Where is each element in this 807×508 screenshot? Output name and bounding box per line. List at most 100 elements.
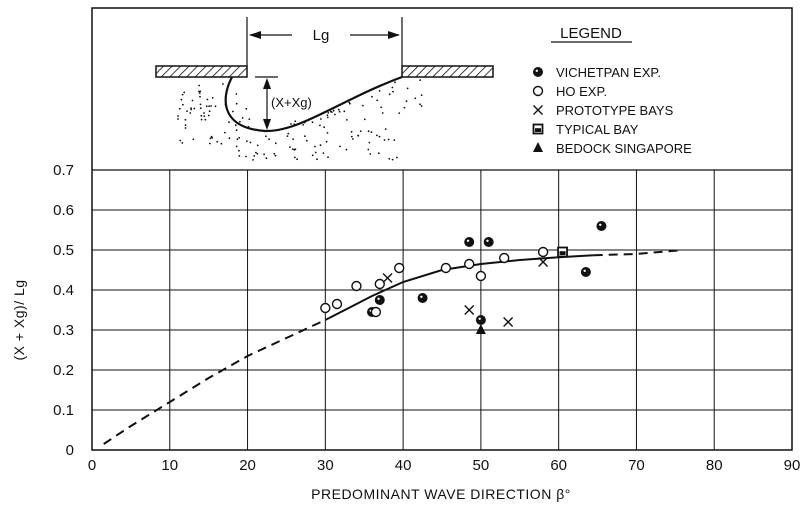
data-point-open-circle <box>374 278 385 290</box>
sand-dot <box>323 126 325 129</box>
x-tick-label: 30 <box>317 457 334 474</box>
data-point-open-circle <box>464 258 475 270</box>
sand-dot <box>177 118 179 120</box>
sand-dot <box>293 123 296 126</box>
data-point-square-fill <box>559 251 566 255</box>
sand-dot <box>203 112 205 114</box>
legend-entry-label: TYPICAL BAY <box>556 122 639 137</box>
data-point-cross <box>503 317 514 327</box>
sand-dot <box>388 157 391 160</box>
data-point-filled-circle <box>475 315 486 325</box>
sand-dot <box>273 152 276 155</box>
sand-dot <box>180 98 183 101</box>
data-point-open-circle <box>370 306 382 318</box>
data-point-open-circle <box>331 298 343 310</box>
data-point-filled-circle-highlight <box>466 239 470 242</box>
sand-dot <box>294 148 297 151</box>
lg-arrowhead-right <box>388 31 400 39</box>
sand-dot <box>304 135 306 138</box>
sand-dot <box>265 135 267 138</box>
sand-dot <box>232 110 234 113</box>
sand-dot <box>343 110 346 113</box>
data-points <box>320 221 607 334</box>
sand-dot <box>294 156 296 159</box>
sand-dot <box>245 155 247 158</box>
grid <box>92 169 792 450</box>
sand-dot <box>367 130 370 133</box>
y-tick-label: 0.6 <box>53 202 74 219</box>
sand-dot <box>367 148 370 151</box>
sand-dot <box>182 103 184 106</box>
sand-dot <box>345 148 348 151</box>
y-tick-label: 0.2 <box>53 362 74 379</box>
legend-marker-cross <box>533 105 543 115</box>
legend-entry-label: VICHETPAN EXP. <box>556 65 661 80</box>
data-point-open-circle <box>475 270 487 282</box>
sand-dot <box>376 99 379 102</box>
sand-dot <box>383 139 386 141</box>
data-point-filled-circle-highlight <box>583 269 586 272</box>
sand-dot <box>294 120 297 123</box>
sand-dot <box>256 144 259 147</box>
sand-dot <box>339 145 341 148</box>
sand-dot <box>398 112 401 114</box>
sand-dot <box>209 137 212 140</box>
sand-dot <box>345 119 348 121</box>
sand-dot <box>198 84 201 87</box>
plot-frame <box>91 7 793 451</box>
y-tick-label: 0.3 <box>53 322 74 339</box>
sand-dot <box>235 93 238 95</box>
data-point-open-circle <box>440 262 452 274</box>
sand-dot <box>246 140 248 143</box>
sand-dot <box>326 116 329 119</box>
x-tick-label: 50 <box>473 457 490 474</box>
sand-dot <box>214 105 217 108</box>
y-tick-label: 0 <box>66 442 74 459</box>
data-point-filled-circle-highlight <box>478 317 481 320</box>
sand-dot <box>350 130 353 133</box>
sand-dot <box>316 158 318 161</box>
sand-dot <box>396 156 398 159</box>
x-tick-label: 0 <box>88 457 96 474</box>
data-point-open-circle <box>394 262 405 274</box>
legend-marker-open-circle <box>532 85 544 97</box>
sand-dot <box>286 135 289 138</box>
tick-labels: 0 10 20 30 40 50 60 70 80 90 0 0.1 0.2 0.3 0.4 0.5 0.6 0.… <box>53 162 800 474</box>
sand-dot <box>236 138 239 141</box>
sand-dot <box>303 121 306 124</box>
sand-dot <box>420 105 423 107</box>
sand-dot <box>193 107 196 110</box>
depth-arrowhead-bottom <box>263 119 271 130</box>
sand-dot <box>241 117 244 119</box>
sand-dot <box>388 93 391 96</box>
sand-dot <box>357 134 359 137</box>
x-tick-label: 70 <box>628 457 645 474</box>
sand-dot <box>192 138 195 141</box>
legend-marker-square-fill <box>535 128 541 132</box>
sand-dot <box>235 145 238 148</box>
data-point-filled-circle-dot <box>417 293 428 303</box>
sand-dot <box>181 93 184 96</box>
sand-dot <box>378 90 381 92</box>
sand-dot <box>361 104 364 107</box>
sand-dot <box>256 152 259 155</box>
data-point-filled-circle <box>580 267 591 277</box>
sand-dot <box>378 135 381 138</box>
sand-dot <box>314 145 316 148</box>
sand-dot <box>292 138 294 141</box>
data-point-filled-circle <box>374 295 385 305</box>
sand-dot <box>204 118 207 121</box>
bay-shoreline <box>224 75 403 133</box>
legend-entry-label: PROTOTYPE BAYS <box>556 103 674 118</box>
sand-dot <box>368 141 371 144</box>
sand-dot <box>186 110 188 112</box>
sand-dot <box>403 106 406 109</box>
sand-dot <box>238 136 241 139</box>
sand-dot <box>247 125 250 128</box>
sand-dot <box>311 154 314 157</box>
sand-dot <box>291 148 294 151</box>
sand-dot <box>211 97 214 99</box>
data-point-filled-circle <box>483 237 494 247</box>
legend-marker-filled-circle-dot <box>533 67 543 77</box>
sand-stipple <box>177 79 423 161</box>
